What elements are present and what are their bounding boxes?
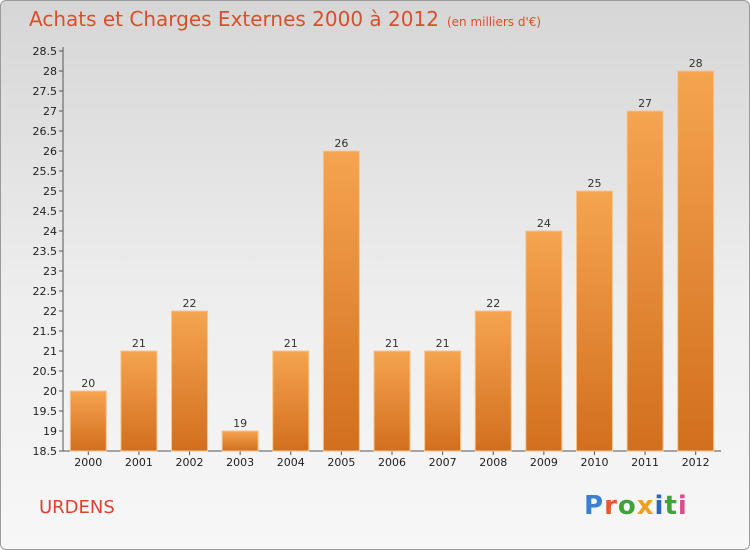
chart-title: Achats et Charges Externes 2000 à 2012 (e… (29, 7, 541, 31)
bar (575, 190, 613, 452)
y-tick-label: 21.5 (33, 325, 58, 338)
bar-value-label: 21 (132, 337, 146, 350)
y-tick-label: 20 (43, 385, 57, 398)
bar-value-label: 21 (284, 337, 298, 350)
y-tick-label: 26 (43, 145, 57, 158)
x-tick-label: 2000 (74, 456, 102, 469)
y-tick-label: 23 (43, 265, 57, 278)
y-tick-label: 18.5 (33, 445, 58, 458)
bar (525, 230, 563, 452)
bar-value-label: 21 (436, 337, 450, 350)
y-tick-label: 25.5 (33, 165, 58, 178)
logo-letter: i (677, 491, 688, 521)
logo-letter: x (636, 491, 655, 521)
commune-name: URDENS (39, 497, 115, 518)
x-tick-label: 2006 (378, 456, 406, 469)
y-tick-label: 24.5 (33, 205, 58, 218)
y-tick-label: 19.5 (33, 405, 58, 418)
x-tick-label: 2009 (530, 456, 558, 469)
bar-value-label: 25 (587, 177, 601, 190)
bar (272, 350, 310, 452)
y-tick-label: 24 (43, 225, 57, 238)
chart-title-unit: (en milliers d'€) (446, 15, 542, 29)
y-tick-label: 27 (43, 105, 57, 118)
logo-letter: P (584, 491, 605, 521)
bar-value-label: 26 (334, 137, 348, 150)
x-tick-label: 2011 (631, 456, 659, 469)
bar (69, 390, 107, 452)
bar-value-label: 28 (689, 57, 703, 70)
x-tick-label: 2010 (580, 456, 608, 469)
x-tick-label: 2003 (226, 456, 254, 469)
bar (626, 110, 664, 452)
bar-value-label: 24 (537, 217, 551, 230)
bar (373, 350, 411, 452)
logo-letter: i (654, 491, 665, 521)
bar (474, 310, 512, 452)
bar (221, 430, 259, 452)
x-tick-label: 2007 (429, 456, 457, 469)
logo-letter: o (617, 491, 637, 521)
y-tick-label: 26.5 (33, 125, 58, 138)
logo-letter: t (664, 491, 678, 521)
bar (677, 70, 715, 452)
proxiti-logo: Proxiti (584, 491, 688, 521)
bar-value-label: 21 (385, 337, 399, 350)
x-tick-label: 2008 (479, 456, 507, 469)
y-tick-label: 20.5 (33, 365, 58, 378)
x-tick-label: 2001 (125, 456, 153, 469)
bar-value-label: 27 (638, 97, 652, 110)
bar-value-label: 22 (486, 297, 500, 310)
y-tick-label: 23.5 (33, 245, 58, 258)
bar-value-label: 19 (233, 417, 247, 430)
x-tick-label: 2012 (682, 456, 710, 469)
y-tick-label: 27.5 (33, 85, 58, 98)
y-tick-label: 22 (43, 305, 57, 318)
logo-letter: r (604, 491, 618, 521)
y-tick-label: 22.5 (33, 285, 58, 298)
bar (424, 350, 462, 452)
chart-title-main: Achats et Charges Externes 2000 à 2012 (29, 7, 439, 31)
y-tick-label: 28 (43, 65, 57, 78)
y-tick-label: 19 (43, 425, 57, 438)
x-tick-label: 2005 (327, 456, 355, 469)
bar-value-label: 20 (81, 377, 95, 390)
y-tick-label: 21 (43, 345, 57, 358)
y-tick-label: 28.5 (33, 45, 58, 58)
y-tick-label: 25 (43, 185, 57, 198)
bar (322, 150, 360, 452)
x-tick-label: 2004 (277, 456, 305, 469)
bar (171, 310, 209, 452)
x-tick-label: 2002 (176, 456, 204, 469)
bar-value-label: 22 (183, 297, 197, 310)
bar (120, 350, 158, 452)
